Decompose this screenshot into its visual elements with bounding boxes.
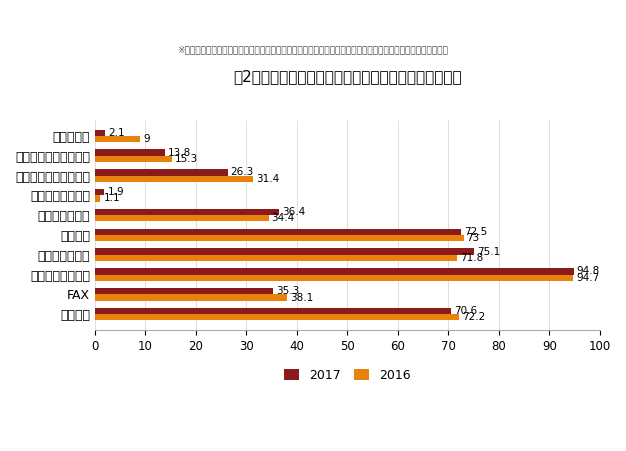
Title: 図2　情報通信機器の世帯保有率の推移（総務省より）: 図2 情報通信機器の世帯保有率の推移（総務省より）	[233, 69, 462, 84]
Bar	[95, 129, 105, 136]
Text: 94.7: 94.7	[576, 273, 599, 283]
Bar	[95, 156, 172, 162]
Text: 34.4: 34.4	[272, 213, 295, 223]
Bar	[95, 255, 458, 261]
Text: ※家庭用テレビゲーム機、携帯用音楽プレイヤー、その他家電はいずれもインターネット接続可能なものとする: ※家庭用テレビゲーム機、携帯用音楽プレイヤー、その他家電はいずれもインターネット…	[178, 45, 448, 54]
Text: 1.9: 1.9	[108, 187, 124, 197]
Text: 38.1: 38.1	[290, 293, 314, 303]
Bar	[95, 175, 254, 182]
Text: 36.4: 36.4	[282, 207, 305, 217]
Bar	[95, 215, 269, 221]
Text: 26.3: 26.3	[231, 167, 254, 177]
Bar	[95, 209, 279, 215]
Text: 13.8: 13.8	[168, 147, 191, 157]
Text: 70.6: 70.6	[454, 306, 478, 316]
Bar	[95, 189, 105, 195]
Bar	[95, 249, 474, 255]
Text: 35.3: 35.3	[276, 286, 299, 296]
Text: 31.4: 31.4	[257, 174, 280, 184]
Bar	[95, 268, 573, 275]
Bar	[95, 149, 165, 156]
Bar	[95, 195, 100, 202]
Text: 73: 73	[466, 233, 480, 243]
Bar	[95, 308, 451, 314]
Bar	[95, 169, 228, 175]
Bar	[95, 314, 459, 321]
Text: 9: 9	[143, 134, 150, 144]
Text: 15.3: 15.3	[175, 154, 198, 164]
Bar	[95, 288, 273, 295]
Text: 72.2: 72.2	[463, 313, 486, 322]
Text: 2.1: 2.1	[108, 128, 125, 138]
Bar	[95, 136, 140, 142]
Bar	[95, 229, 461, 235]
Text: 1.1: 1.1	[103, 193, 120, 203]
Bar	[95, 235, 463, 241]
Text: 71.8: 71.8	[461, 253, 484, 263]
Bar	[95, 275, 573, 281]
Text: 75.1: 75.1	[477, 247, 500, 257]
Text: 72.5: 72.5	[464, 227, 487, 237]
Bar	[95, 295, 287, 301]
Text: 94.8: 94.8	[577, 267, 600, 276]
Legend: 2017, 2016: 2017, 2016	[279, 364, 415, 387]
